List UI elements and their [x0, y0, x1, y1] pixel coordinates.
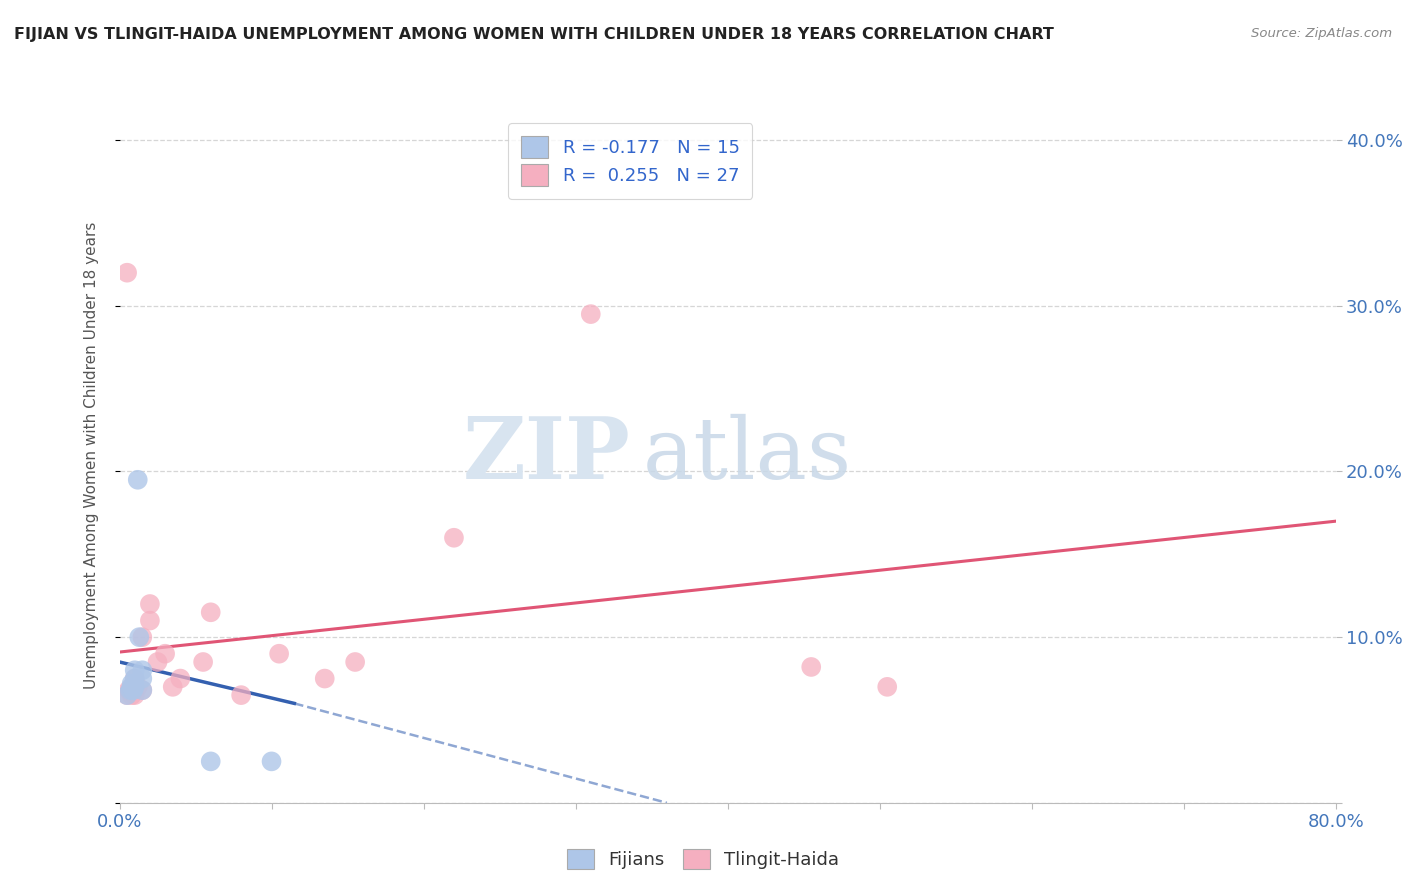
Point	[153, 647, 176, 661]
Point	[269, 647, 291, 661]
Point	[124, 680, 146, 694]
Point	[115, 688, 138, 702]
Text: FIJIAN VS TLINGIT-HAIDA UNEMPLOYMENT AMONG WOMEN WITH CHILDREN UNDER 18 YEARS CO: FIJIAN VS TLINGIT-HAIDA UNEMPLOYMENT AMO…	[14, 27, 1054, 42]
Point	[121, 688, 143, 702]
Point	[139, 597, 162, 611]
Point	[117, 683, 139, 698]
Point	[124, 672, 146, 686]
Point	[131, 630, 153, 644]
Text: atlas: atlas	[643, 413, 852, 497]
Y-axis label: Unemployment Among Women with Children Under 18 years: Unemployment Among Women with Children U…	[84, 221, 98, 689]
Legend: R = -0.177   N = 15, R =  0.255   N = 27: R = -0.177 N = 15, R = 0.255 N = 27	[509, 123, 752, 199]
Point	[115, 688, 138, 702]
Point	[124, 688, 146, 702]
Point	[121, 676, 143, 690]
Point	[121, 680, 143, 694]
Text: ZIP: ZIP	[463, 413, 630, 497]
Point	[127, 473, 149, 487]
Point	[260, 755, 283, 769]
Point	[127, 680, 149, 694]
Point	[120, 683, 142, 698]
Point	[579, 307, 602, 321]
Point	[146, 655, 169, 669]
Point	[443, 531, 465, 545]
Point	[344, 655, 367, 669]
Point	[162, 680, 184, 694]
Text: Source: ZipAtlas.com: Source: ZipAtlas.com	[1251, 27, 1392, 40]
Point	[231, 688, 253, 702]
Point	[122, 683, 145, 698]
Legend: Fijians, Tlingit-Haida: Fijians, Tlingit-Haida	[558, 839, 848, 879]
Point	[115, 266, 138, 280]
Point	[876, 680, 898, 694]
Point	[200, 605, 222, 619]
Point	[131, 663, 153, 677]
Point	[124, 680, 146, 694]
Point	[169, 672, 191, 686]
Point	[131, 683, 153, 698]
Point	[139, 614, 162, 628]
Point	[131, 672, 153, 686]
Point	[124, 672, 146, 686]
Point	[800, 660, 823, 674]
Point	[191, 655, 214, 669]
Point	[120, 683, 142, 698]
Point	[128, 630, 150, 644]
Point	[131, 683, 153, 698]
Point	[124, 663, 146, 677]
Point	[200, 755, 222, 769]
Point	[314, 672, 336, 686]
Point	[121, 680, 143, 694]
Point	[122, 683, 145, 698]
